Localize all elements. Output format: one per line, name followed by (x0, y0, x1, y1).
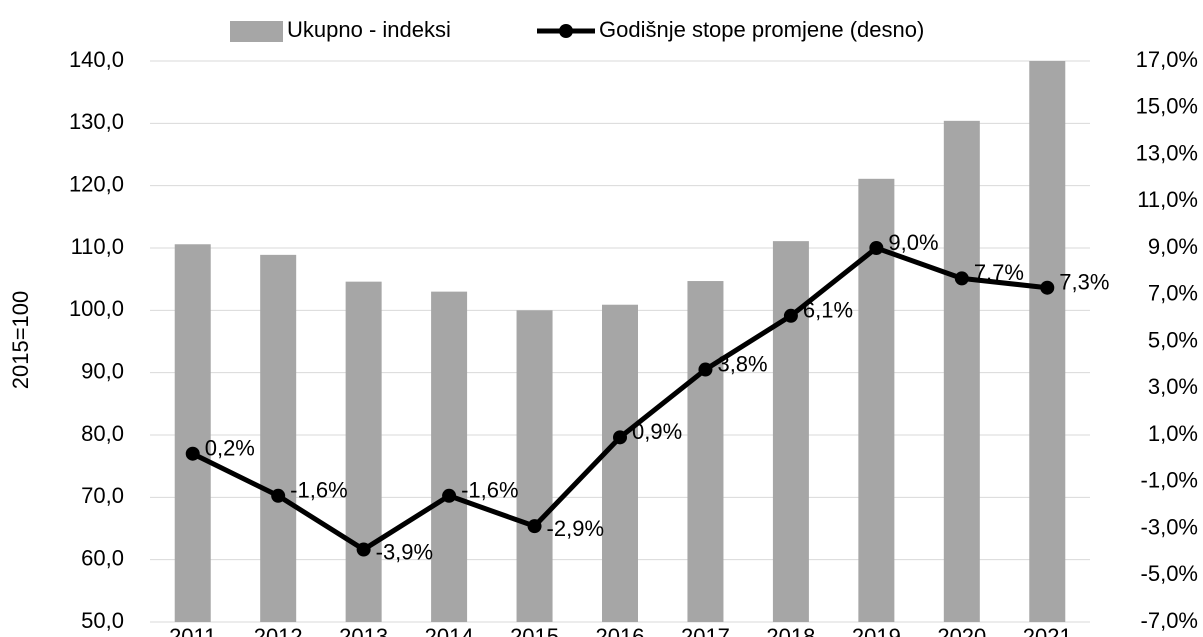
data-label: 3,8% (717, 351, 767, 376)
x-tick-label: 2012 (254, 624, 303, 637)
y2-tick-label: -1,0% (1141, 468, 1198, 493)
y-tick-label: 50,0 (81, 608, 124, 633)
data-label: -2,9% (547, 516, 604, 541)
x-tick-label: 2020 (937, 624, 986, 637)
line-marker (954, 271, 969, 286)
bar (174, 244, 211, 622)
y-tick-label: 120,0 (69, 171, 124, 196)
line-marker (442, 488, 457, 503)
legend-swatch (230, 21, 283, 42)
x-tick-label: 2015 (510, 624, 559, 637)
y2-tick-label: -5,0% (1141, 561, 1198, 586)
line-marker (613, 430, 627, 445)
bar (345, 281, 382, 622)
bar (260, 254, 297, 622)
x-tick-label: 2016 (596, 624, 645, 637)
y2-tick-label: 11,0% (1137, 187, 1198, 212)
x-tick-label: 2011 (169, 624, 216, 637)
data-label: 6,1% (803, 298, 853, 323)
bar (943, 120, 980, 622)
y-tick-label: 100,0 (69, 296, 124, 321)
legend-label: Ukupno - indeksi (287, 17, 451, 42)
bar (1029, 61, 1066, 622)
line-marker (698, 362, 713, 377)
data-label: -1,6% (461, 478, 518, 503)
y-tick-label: 80,0 (81, 421, 124, 446)
legend-marker (559, 24, 573, 38)
line-marker (356, 542, 371, 557)
bar (431, 291, 468, 622)
bar (516, 310, 553, 622)
y-tick-label: 130,0 (69, 109, 124, 134)
y-tick-label: 70,0 (81, 483, 124, 508)
y-tick-label: 60,0 (81, 545, 124, 570)
y2-tick-label: -3,0% (1141, 514, 1198, 539)
y2-tick-label: 9,0% (1148, 234, 1198, 259)
bar (687, 281, 724, 622)
x-tick-label: 2019 (852, 624, 901, 637)
data-label: 7,3% (1059, 270, 1109, 295)
y-axis-title: 2015=100 (8, 291, 33, 390)
x-tick-label: 2021 (1023, 624, 1072, 637)
y-tick-label: 110,0 (71, 234, 124, 259)
y2-tick-label: 7,0% (1148, 281, 1198, 306)
line-marker (271, 488, 286, 503)
line-marker (869, 241, 884, 255)
y-tick-label: 90,0 (81, 358, 124, 383)
line-marker (1040, 280, 1055, 295)
line-marker (783, 308, 798, 323)
x-tick-label: 2017 (681, 624, 730, 637)
y2-tick-label: 13,0% (1136, 140, 1198, 165)
x-tick-label: 2018 (766, 624, 815, 637)
y2-tick-label: 5,0% (1148, 327, 1198, 352)
data-label: -1,6% (290, 478, 347, 503)
legend-label: Godišnje stope promjene (desno) (599, 17, 924, 42)
data-label: 9,0% (888, 230, 938, 255)
data-label: 0,9% (632, 419, 682, 444)
x-tick-label: 2013 (339, 624, 388, 637)
y2-tick-label: 1,0% (1148, 421, 1198, 446)
y2-tick-label: -7,0% (1141, 608, 1198, 633)
data-label: 0,2% (205, 436, 255, 461)
data-label: 7,7% (974, 260, 1024, 285)
y-tick-label: 140,0 (69, 47, 124, 72)
line-marker (185, 446, 200, 461)
bar (602, 304, 638, 622)
y2-tick-label: 17,0% (1136, 47, 1198, 72)
data-label: -3,9% (376, 539, 433, 564)
y2-tick-label: 3,0% (1148, 374, 1198, 399)
line-marker (527, 519, 542, 534)
y2-tick-label: 15,0% (1136, 94, 1198, 119)
x-tick-label: 2014 (425, 624, 474, 637)
